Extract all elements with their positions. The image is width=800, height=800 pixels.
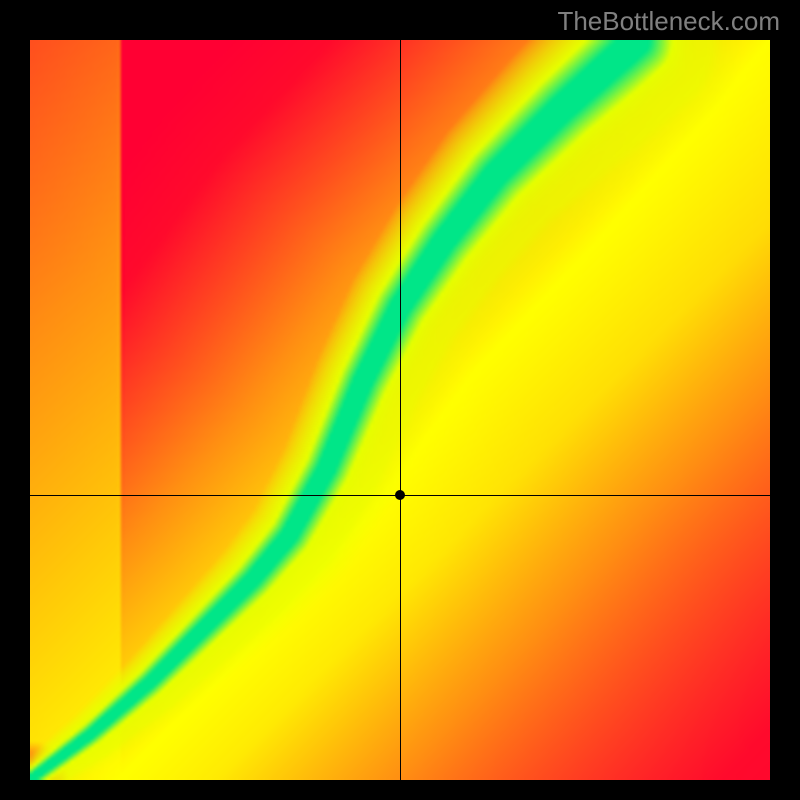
heatmap-plot [30, 40, 770, 780]
heatmap-canvas [30, 40, 770, 780]
watermark-text: TheBottleneck.com [557, 6, 780, 37]
root: TheBottleneck.com [0, 0, 800, 800]
